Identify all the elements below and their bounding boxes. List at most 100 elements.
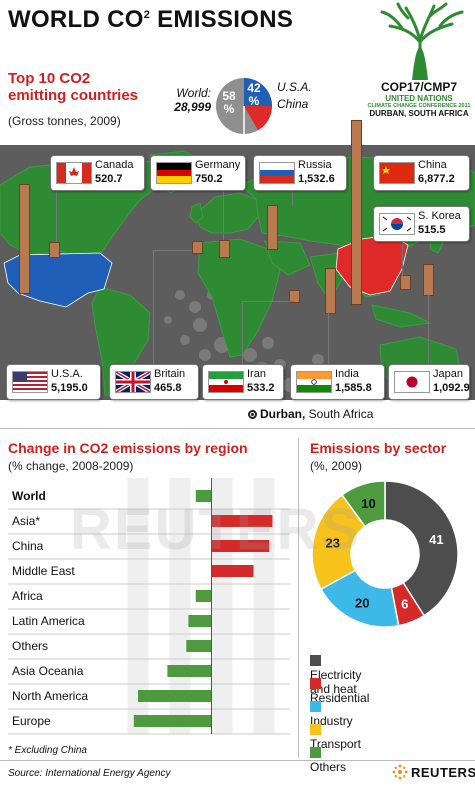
country-tag-iran: Iran 533.2 [202,364,284,400]
conference-block: COP17/CMP7 UNITED NATIONS CLIMATE CHANGE… [367,80,471,118]
tick-label: -6 [143,739,154,740]
tick-label: 6 [271,739,278,740]
bar-chart-title: Change in CO2 emissions by region [8,440,248,456]
slice-label: 10 [361,496,375,511]
sector-donut-chart: 41 6 20 23 10 [311,480,459,628]
map-subtitle: Top 10 CO2 emitting countries [8,70,139,104]
pie-chart-subtitle: (%, 2009) [310,459,363,473]
donut-slice [341,480,386,528]
bar [188,615,212,627]
leader-iran [242,301,294,302]
tick-label: 4 [250,739,257,740]
leader-india [328,312,329,367]
category-label: North America [12,689,88,703]
map-bar-iran [289,290,300,303]
leader-canada [56,190,57,242]
map-bar-usa [19,184,30,294]
japan-flag-icon [394,371,430,393]
tick-label: -2 [185,739,196,740]
bar-chart-subtitle: (% change, 2008-2009) [8,459,134,473]
category-label: World [12,489,46,503]
slice-label: 23 [326,535,340,550]
usa-flag-icon [12,371,48,393]
map-units: (Gross tonnes, 2009) [8,114,121,128]
legend-item: Others [310,746,346,774]
country-tag-japan: Japan 1,092.9 [388,364,470,400]
legend-item: Residential [310,677,369,705]
category-label: Latin America [12,614,85,628]
bar-chart-note: * Excluding China [8,745,87,756]
leader-britain [153,250,192,251]
canada-flag-icon [56,162,92,184]
world-share-pie [216,78,272,134]
india-flag-icon [296,371,332,393]
source-note: Source: International Energy Agency [8,768,171,779]
legend-label: Transport [310,737,361,751]
pie-chart-title: Emissions by sector [310,440,447,456]
bar [211,515,273,527]
cop-logo-text: COP17/CMP7 [380,80,458,94]
russia-flag-icon [259,162,295,184]
country-tag-canada: Canada 520.7 [50,155,145,191]
tick-label: -4 [164,739,175,740]
grid-band [127,478,149,734]
leader-south-korea [402,238,403,276]
legend-swatch [310,701,321,712]
reuters-logo-icon [392,764,408,780]
conference-location: DURBAN, SOUTH AFRICA [369,109,469,118]
legend-item: Transport [310,723,361,751]
section-divider [0,428,475,429]
map-bar-germany [219,240,230,258]
map-bar-china [351,120,362,305]
map-bar-canada [49,242,60,258]
others-share-label: 58% [222,89,236,116]
category-label: Africa [12,589,43,603]
durban-marker-icon [248,410,257,419]
bar [211,565,254,577]
britain-flag-icon [115,371,151,393]
legend-swatch [310,747,321,758]
slice-label: 41 [429,532,443,547]
category-label: Europe [12,714,51,728]
usa-share-label: U.S.A. [277,80,312,94]
slice-label: 6 [401,597,408,612]
map-bar-britain [192,241,203,254]
map-bar-south-korea [400,275,411,290]
bar [195,590,212,602]
column-divider [298,438,299,758]
leader-iran-v [242,301,243,367]
usa-highlight [3,252,113,308]
leader-japan [428,294,429,367]
map-bar-india [325,268,336,314]
legend-label: Others [310,760,347,774]
map-bar-russia [267,205,278,250]
iran-flag-icon [208,371,244,393]
category-label: Middle East [12,564,75,578]
bar [133,715,212,727]
conference-event: CLIMATE CHANGE CONFERENCE 2011 [367,103,471,109]
tick-label: -8 [122,739,133,740]
legend-item: Electricity and heat [310,654,361,696]
usa-china-share-label: 42% [247,81,261,108]
bar [138,690,212,702]
china-flag-icon [379,162,415,184]
country-tag-usa: U.S.A. 5,195.0 [6,364,101,400]
tick-label: 2 [229,739,236,740]
bar [167,665,212,677]
durban-label: Durban, South Africa [260,407,374,421]
map-bar-japan [423,264,434,296]
bar [195,490,212,502]
tick-label: % [206,739,217,740]
category-label: Asia* [12,514,40,528]
country-tag-russia: Russia 1,532.6 [253,155,347,191]
reuters-brand: REUTERS [411,765,475,780]
bar [186,640,212,652]
china-share-label: China [277,97,309,111]
south-korea-flag-icon [379,213,415,235]
category-label: Asia Oceania [12,664,84,678]
category-label: China [12,539,44,553]
leader-russia [292,190,293,206]
region-bar-chart: World Asia* China Middle East Africa Latin Am… [8,478,290,740]
baobab-tree-logo-icon [380,2,464,80]
legend-swatch [310,724,321,735]
